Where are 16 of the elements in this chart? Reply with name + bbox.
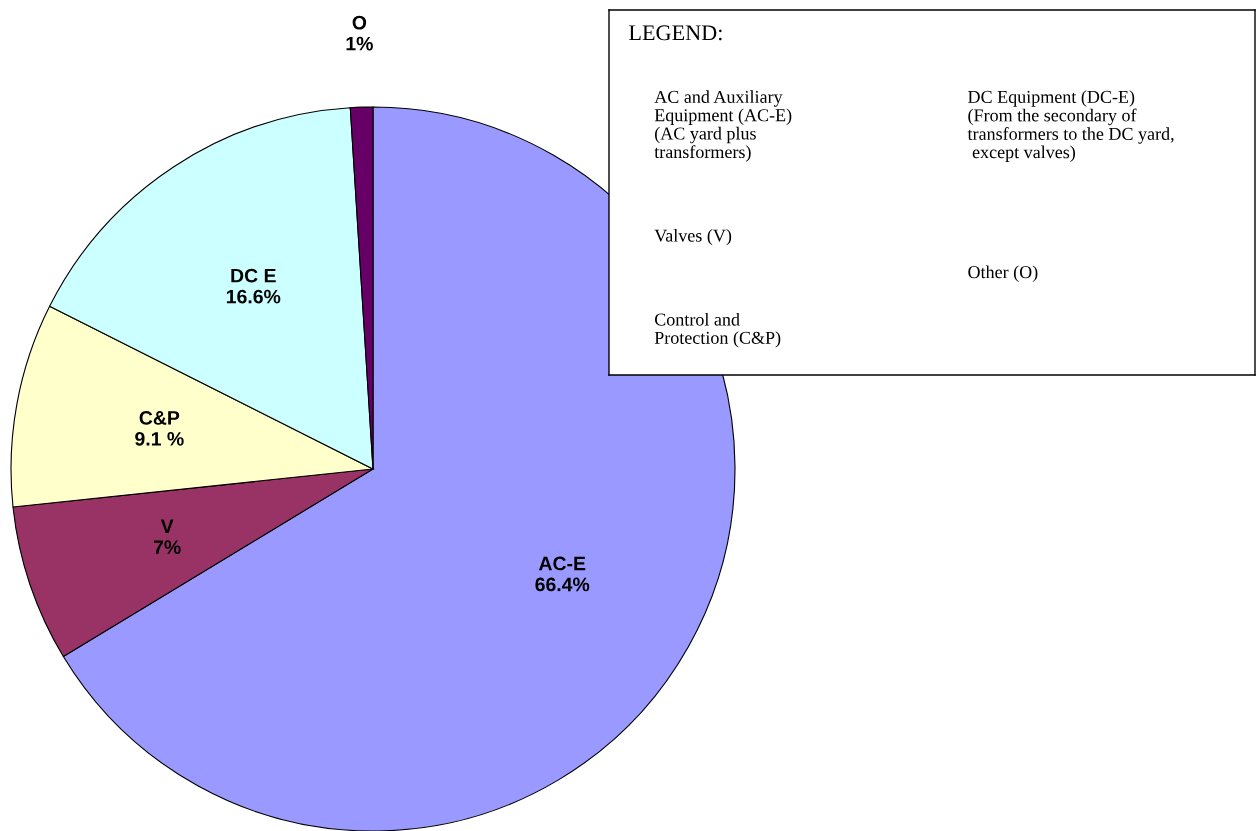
data-label: 9.1 % xyxy=(135,431,184,446)
data-label: 16.6% xyxy=(226,289,281,304)
slice-label: AC-E xyxy=(538,556,586,571)
text: Valves (V) xyxy=(654,229,732,246)
data-label: 7% xyxy=(153,540,181,554)
text: Other (O) xyxy=(968,265,1038,282)
text: DC Equipment (DC-E) (From the secondary of transformers to the DC yard, except valves) xyxy=(967,90,1174,162)
data-label: 66.4% xyxy=(535,577,590,592)
slice-label: O xyxy=(352,15,367,30)
legend-title: LEGEND: xyxy=(629,25,722,41)
data-label: 1% xyxy=(346,36,373,51)
text: Control and Protection (C&P) xyxy=(654,312,781,348)
text: AC and Auxiliary Equipment (AC-E) (AC yard plus transformers) xyxy=(654,90,792,162)
slice-label: V xyxy=(160,519,174,533)
slice-label: DC E xyxy=(231,268,276,283)
slice-label: C&P xyxy=(139,410,180,425)
